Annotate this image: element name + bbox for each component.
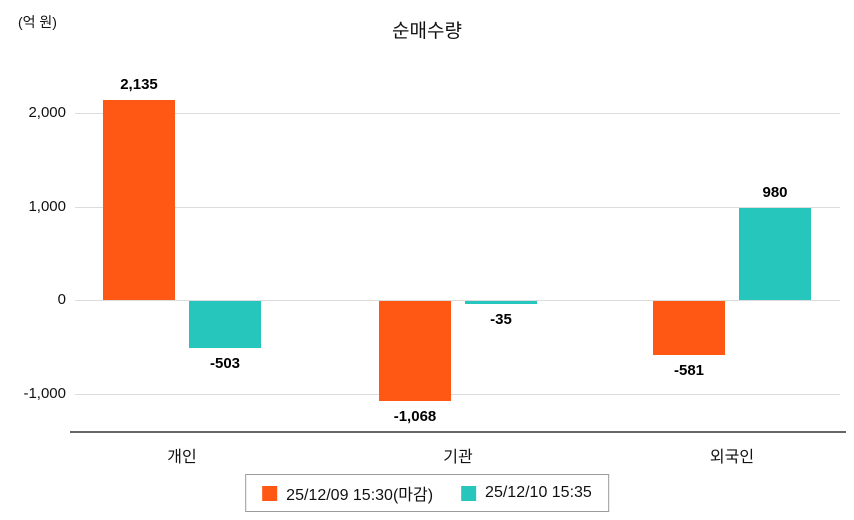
gridline-0 [75,300,840,301]
bar-개인-series2 [189,301,261,349]
chart-title: 순매수량 [392,21,462,42]
legend-swatch-series2-icon [461,485,477,501]
x-axis-line [70,431,846,433]
x-category-label-기관: 기관 [443,449,473,466]
value-label-개인-series1: 2,135 [120,76,158,94]
value-label-기관-series2: -35 [490,311,512,329]
y-tick-label--1000: -1,000 [23,384,66,402]
value-label-외국인-series2: 980 [762,184,788,202]
legend-item-series2: 25/12/10 15:35 [461,484,592,502]
y-tick-label-1000: 1,000 [28,197,66,215]
legend-item-series1: 25/12/09 15:30(마감) [262,481,433,505]
bar-기관-series2 [465,301,537,305]
gridline-2000 [75,113,840,114]
bar-기관-series1 [379,301,451,401]
x-category-label-외국인: 외국인 [709,449,755,466]
legend: 25/12/09 15:30(마감) 25/12/10 15:35 [245,474,609,512]
legend-label-series1: 25/12/09 15:30(마감) [286,487,434,504]
gridline-1000 [75,206,840,208]
bar-외국인-series1 [653,301,725,356]
y-tick-label-0: 0 [57,291,66,308]
value-label-기관-series1: -1,068 [393,407,437,425]
bar-외국인-series2 [739,208,811,300]
y-axis-unit-label: (억 원) [18,14,57,30]
value-label-개인-series2: -503 [209,355,241,373]
value-label-외국인-series1: -581 [673,362,705,380]
bar-개인-series1 [103,100,175,300]
legend-label-series2: 25/12/10 15:35 [485,484,592,501]
y-tick-label-2000: 2,000 [28,104,66,121]
x-category-label-개인: 개인 [167,449,197,466]
legend-swatch-series1-icon [262,485,278,501]
gridline--1000 [75,393,840,395]
